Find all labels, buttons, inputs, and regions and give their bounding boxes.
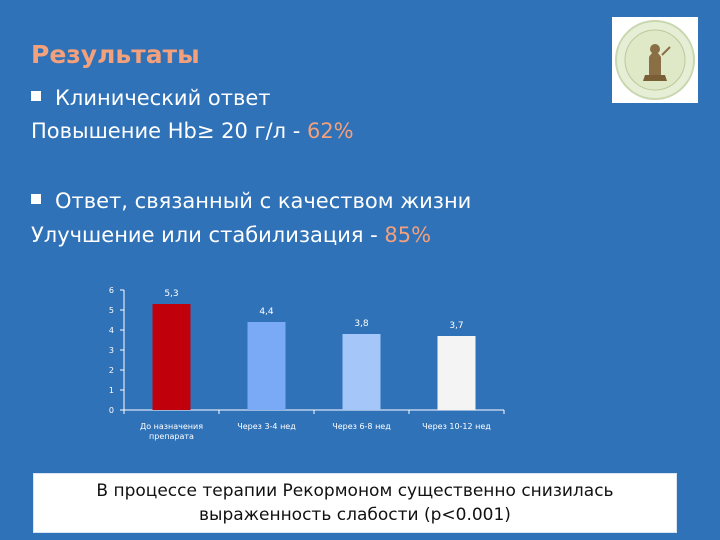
line-value: 85%: [384, 223, 432, 247]
line-text: Улучшение или стабилизация -: [31, 223, 385, 247]
bullet-icon: [31, 91, 41, 101]
bar: [437, 336, 476, 410]
bar-value-label: 3,7: [449, 321, 463, 331]
emblem-logo: [612, 17, 698, 103]
y-tick-label: 0: [109, 406, 114, 415]
x-category-label: До назначения препарата: [140, 422, 203, 441]
y-tick-label: 5: [109, 306, 114, 315]
bullet-clinical-response: Клинический ответ: [31, 86, 271, 110]
conclusion-line-2: выраженность слабости (p<0.001): [199, 505, 511, 525]
improvement-line: Улучшение или стабилизация - 85%: [31, 223, 431, 247]
line-value: 62%: [306, 119, 354, 143]
bar: [152, 304, 191, 410]
bullet-text: Ответ, связанный с качеством жизни: [55, 189, 472, 213]
hb-increase-line: Повышение Hb≥ 20 г/л - 62%: [31, 119, 354, 143]
bar: [247, 322, 286, 410]
y-tick-label: 2: [109, 366, 114, 375]
x-category-label: Через 10-12 нед: [422, 422, 491, 431]
bullet-quality-of-life: Ответ, связанный с качеством жизни: [31, 189, 471, 213]
x-category-label: Через 6-8 нед: [332, 422, 391, 431]
y-tick-label: 3: [109, 346, 114, 355]
y-tick-label: 1: [109, 386, 114, 395]
x-category-label: Через 3-4 нед: [237, 422, 296, 431]
y-tick-label: 6: [109, 286, 114, 295]
bar-value-label: 5,3: [164, 289, 178, 299]
bullet-text: Клинический ответ: [55, 86, 271, 110]
bar-value-label: 4,4: [259, 307, 274, 317]
conclusion-line-1: В процессе терапии Рекормоном существенн…: [96, 481, 614, 501]
slide-title: Результаты: [31, 40, 200, 69]
bar-value-label: 3,8: [354, 319, 369, 329]
bar: [342, 334, 381, 410]
fatigue-bar-chart: 0 1 2 3 4 5 6 5,3 До назначения препарата 4,4 Через…: [109, 286, 505, 441]
line-text: Повышение Hb≥ 20 г/л -: [31, 119, 307, 143]
y-tick-label: 4: [109, 326, 114, 335]
conclusion-box: В процессе терапии Рекормоном существенн…: [33, 473, 677, 533]
bullet-icon: [31, 194, 41, 204]
